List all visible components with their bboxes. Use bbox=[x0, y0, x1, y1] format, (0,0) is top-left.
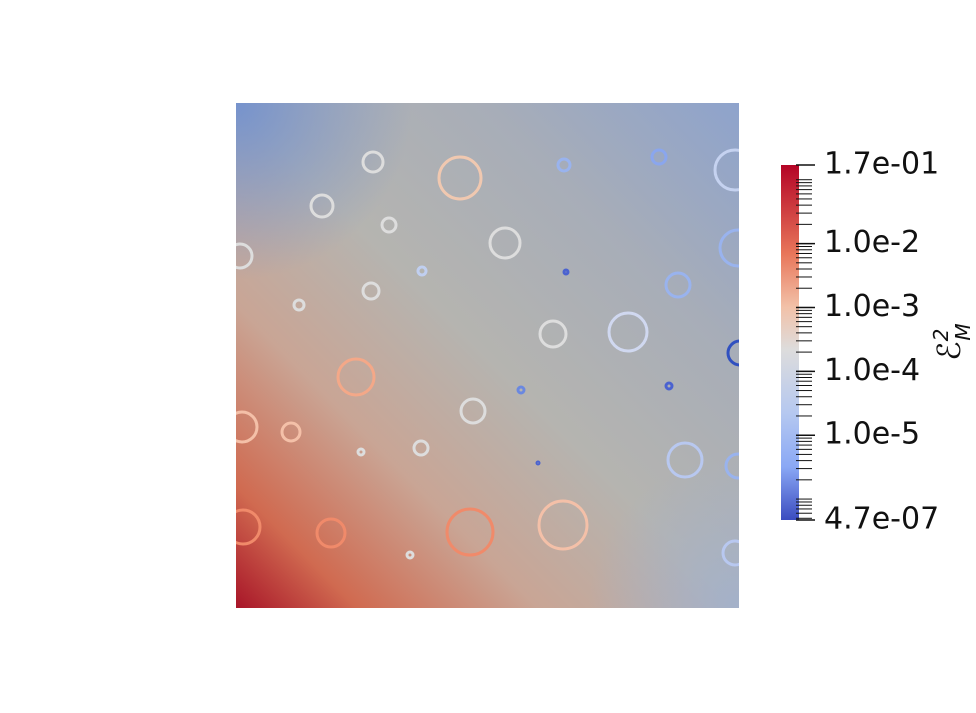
inclusion bbox=[664, 381, 674, 391]
tick-label: 1.0e-2 bbox=[824, 225, 920, 260]
inclusion bbox=[713, 148, 739, 192]
inclusion bbox=[292, 298, 306, 312]
inclusion bbox=[437, 155, 483, 201]
inclusion bbox=[356, 447, 366, 457]
inclusion bbox=[236, 242, 254, 270]
inclusion bbox=[416, 265, 428, 277]
inclusion bbox=[236, 410, 259, 444]
tick-label: 4.7e-07 bbox=[824, 502, 939, 537]
inclusion bbox=[535, 460, 541, 466]
inclusion bbox=[361, 150, 385, 174]
inclusion bbox=[724, 452, 739, 480]
inclusion bbox=[236, 508, 262, 546]
inclusion bbox=[309, 193, 335, 219]
inclusion bbox=[459, 397, 487, 425]
inclusion bbox=[280, 421, 302, 443]
inclusion bbox=[380, 216, 398, 234]
inclusion bbox=[488, 226, 522, 260]
colorbar-axis: 1.7e-01 1.0e-2 1.0e-3 1.0e-4 1.0e-5 4.7e-07 bbox=[796, 147, 939, 537]
colorbar-label: ℰ2M bbox=[929, 323, 975, 360]
inclusion bbox=[412, 439, 430, 457]
tick-label: 1.0e-4 bbox=[824, 353, 920, 388]
inclusion bbox=[361, 281, 381, 301]
inclusion bbox=[664, 271, 692, 299]
inclusion bbox=[650, 148, 668, 166]
inclusion bbox=[726, 339, 739, 367]
label-subscript: M bbox=[951, 323, 975, 340]
inclusions bbox=[236, 148, 739, 567]
inclusion bbox=[405, 550, 415, 560]
label-superscript: 2 bbox=[929, 329, 953, 342]
tick-label: 1.0e-3 bbox=[824, 289, 920, 324]
inclusion bbox=[336, 357, 376, 397]
inclusion bbox=[562, 268, 570, 276]
inclusion bbox=[721, 539, 739, 567]
tick-label: 1.0e-5 bbox=[824, 417, 920, 452]
inclusion bbox=[538, 319, 568, 349]
inclusion bbox=[315, 517, 347, 549]
field bbox=[236, 103, 739, 608]
label-symbol: ℰ bbox=[930, 341, 968, 360]
tick-label: 1.7e-01 bbox=[824, 147, 939, 182]
inclusion bbox=[607, 311, 649, 353]
inclusion bbox=[666, 441, 704, 479]
colorbar bbox=[781, 165, 799, 520]
inclusion bbox=[718, 228, 739, 268]
inclusion bbox=[445, 507, 495, 557]
inclusion bbox=[556, 157, 572, 173]
inclusion bbox=[537, 499, 589, 551]
inclusion bbox=[516, 385, 526, 395]
